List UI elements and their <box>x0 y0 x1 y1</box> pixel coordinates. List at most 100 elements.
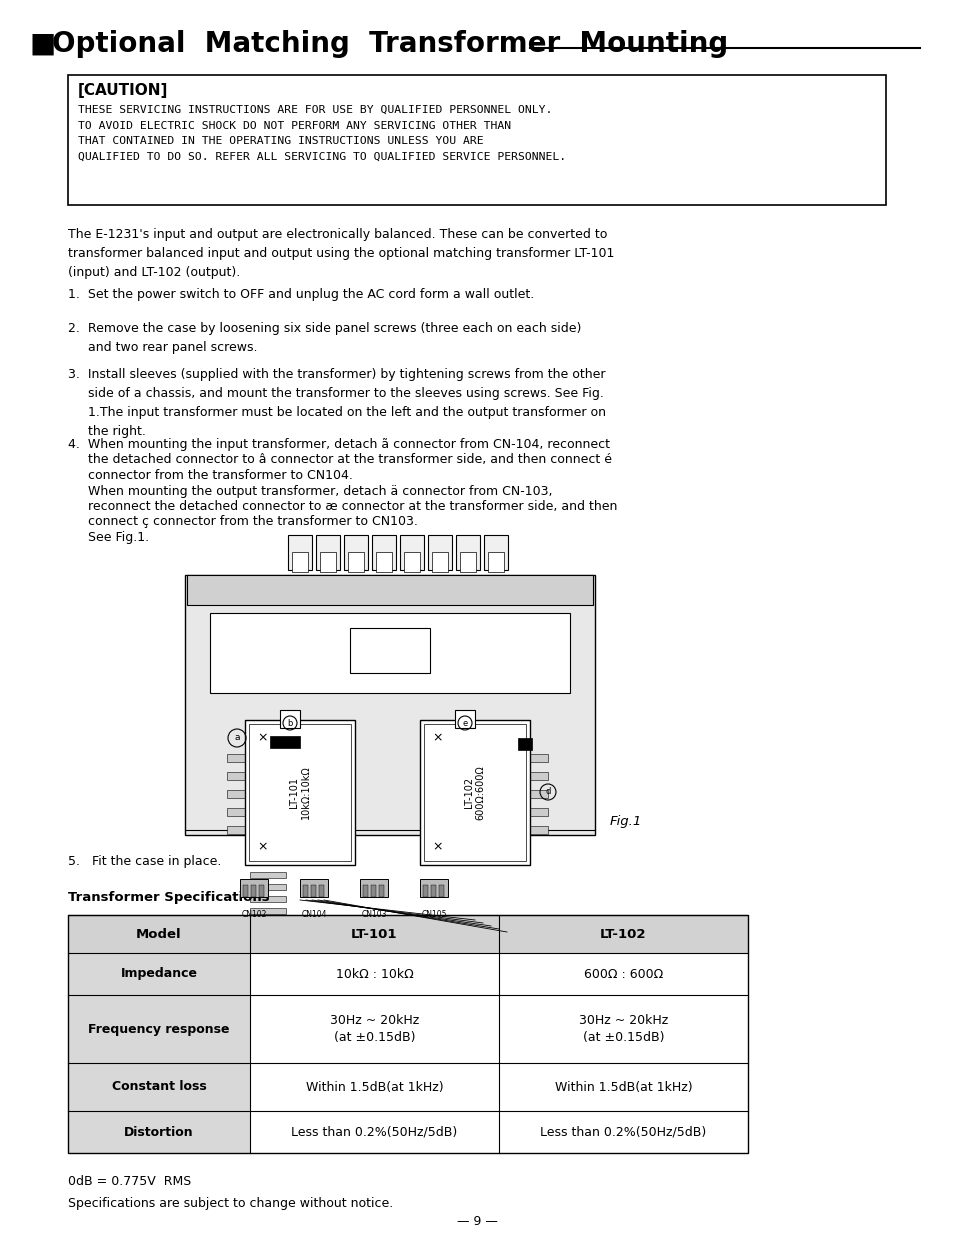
Text: CN105: CN105 <box>421 910 446 919</box>
Bar <box>249 724 351 861</box>
Bar <box>299 879 328 897</box>
Text: CN102: CN102 <box>241 910 267 919</box>
Bar <box>210 613 569 693</box>
Bar <box>419 879 448 897</box>
Bar <box>530 755 547 762</box>
Bar <box>250 908 286 914</box>
Bar <box>431 885 436 897</box>
Bar <box>68 953 250 995</box>
Text: CN104: CN104 <box>301 910 327 919</box>
Bar <box>530 772 547 781</box>
Bar <box>318 885 324 897</box>
Text: b: b <box>287 719 293 727</box>
Bar <box>517 739 532 750</box>
Bar <box>227 790 245 798</box>
Text: Within 1.5dB(at 1kHz): Within 1.5dB(at 1kHz) <box>305 1081 443 1093</box>
Text: LT-101
10kΩ:10kΩ: LT-101 10kΩ:10kΩ <box>289 766 311 819</box>
Bar <box>378 885 384 897</box>
Text: the detached connector to â connector at the transformer side, and then connect : the detached connector to â connector at… <box>68 453 612 467</box>
Text: ×: × <box>257 841 268 853</box>
Text: 10kΩ : 10kΩ: 10kΩ : 10kΩ <box>335 967 413 981</box>
Text: Frequency response: Frequency response <box>89 1023 230 1035</box>
Bar <box>68 75 885 205</box>
Bar <box>68 915 250 953</box>
Bar <box>344 535 368 571</box>
Text: Optional  Matching  Transformer  Mounting: Optional Matching Transformer Mounting <box>52 30 727 58</box>
Bar <box>423 724 525 861</box>
Text: [CAUTION]: [CAUTION] <box>78 83 168 98</box>
Bar <box>250 872 286 878</box>
Bar <box>488 552 503 572</box>
Text: LT-102: LT-102 <box>599 927 646 941</box>
Text: When mounting the output transformer, detach ä connector from CN-103,: When mounting the output transformer, de… <box>68 484 552 498</box>
Bar <box>530 826 547 834</box>
Bar <box>403 552 419 572</box>
Bar <box>227 826 245 834</box>
Bar <box>270 736 299 748</box>
Text: Impedance: Impedance <box>120 967 197 981</box>
Bar <box>311 885 315 897</box>
Bar <box>422 885 428 897</box>
Text: THESE SERVICING INSTRUCTIONS ARE FOR USE BY QUALIFIED PERSONNEL ONLY.
TO AVOID E: THESE SERVICING INSTRUCTIONS ARE FOR USE… <box>78 105 565 162</box>
Text: The E-1231's input and output are electronically balanced. These can be converte: The E-1231's input and output are electr… <box>68 228 614 279</box>
Bar <box>455 710 475 727</box>
Text: a: a <box>234 734 239 742</box>
Bar <box>483 535 507 571</box>
Text: LT-101: LT-101 <box>351 927 397 941</box>
Bar <box>459 552 476 572</box>
Bar <box>68 1112 250 1153</box>
Bar <box>319 552 335 572</box>
Text: 4.  When mounting the input transformer, detach ã connector from CN-104, reconne: 4. When mounting the input transformer, … <box>68 438 609 451</box>
Bar <box>251 885 255 897</box>
Text: 30Hz ~ 20kHz
(at ±0.15dB): 30Hz ~ 20kHz (at ±0.15dB) <box>578 1014 667 1045</box>
Text: CN103: CN103 <box>361 910 386 919</box>
Bar <box>227 808 245 816</box>
Text: Within 1.5dB(at 1kHz): Within 1.5dB(at 1kHz) <box>554 1081 692 1093</box>
Text: Fig.1: Fig.1 <box>609 815 641 827</box>
Bar <box>498 915 747 953</box>
Text: Model: Model <box>136 927 182 941</box>
Bar <box>68 915 747 1153</box>
Text: 0dB = 0.775V  RMS: 0dB = 0.775V RMS <box>68 1174 191 1188</box>
Text: Constant loss: Constant loss <box>112 1081 206 1093</box>
Text: Distortion: Distortion <box>124 1125 193 1139</box>
Text: Less than 0.2%(50Hz/5dB): Less than 0.2%(50Hz/5dB) <box>291 1125 457 1139</box>
Text: Transformer Specifications: Transformer Specifications <box>68 890 270 904</box>
Bar <box>359 879 388 897</box>
Text: e: e <box>462 719 467 727</box>
Text: connector from the transformer to CN104.: connector from the transformer to CN104. <box>68 469 353 482</box>
Bar <box>303 885 308 897</box>
Bar <box>348 552 364 572</box>
Bar <box>185 576 595 835</box>
Bar <box>68 995 250 1063</box>
Bar <box>315 535 339 571</box>
Bar <box>530 790 547 798</box>
Bar <box>68 1063 250 1112</box>
Bar <box>250 915 498 953</box>
Bar <box>250 897 286 902</box>
Bar <box>258 885 264 897</box>
Bar <box>240 879 268 897</box>
Text: 3.  Install sleeves (supplied with the transformer) by tightening screws from th: 3. Install sleeves (supplied with the tr… <box>68 368 605 438</box>
Text: — 9 —: — 9 — <box>456 1215 497 1228</box>
Bar <box>428 535 452 571</box>
Text: d: d <box>545 788 550 797</box>
Text: Specifications are subject to change without notice.: Specifications are subject to change wit… <box>68 1197 393 1210</box>
Text: ■: ■ <box>30 30 56 58</box>
Bar <box>363 885 368 897</box>
Bar <box>530 808 547 816</box>
Bar <box>227 755 245 762</box>
Bar <box>250 884 286 890</box>
Text: 2.  Remove the case by loosening six side panel screws (three each on each side): 2. Remove the case by loosening six side… <box>68 322 580 354</box>
Bar <box>399 535 423 571</box>
Bar <box>292 552 308 572</box>
Text: ×: × <box>433 841 443 853</box>
Text: Less than 0.2%(50Hz/5dB): Less than 0.2%(50Hz/5dB) <box>539 1125 706 1139</box>
Text: 1.  Set the power switch to OFF and unplug the AC cord form a wall outlet.: 1. Set the power switch to OFF and unplu… <box>68 288 534 301</box>
Text: 5.   Fit the case in place.: 5. Fit the case in place. <box>68 855 221 868</box>
Bar <box>280 710 299 727</box>
Bar <box>245 720 355 864</box>
Bar <box>187 576 593 605</box>
Bar <box>438 885 443 897</box>
Text: ×: × <box>257 731 268 745</box>
